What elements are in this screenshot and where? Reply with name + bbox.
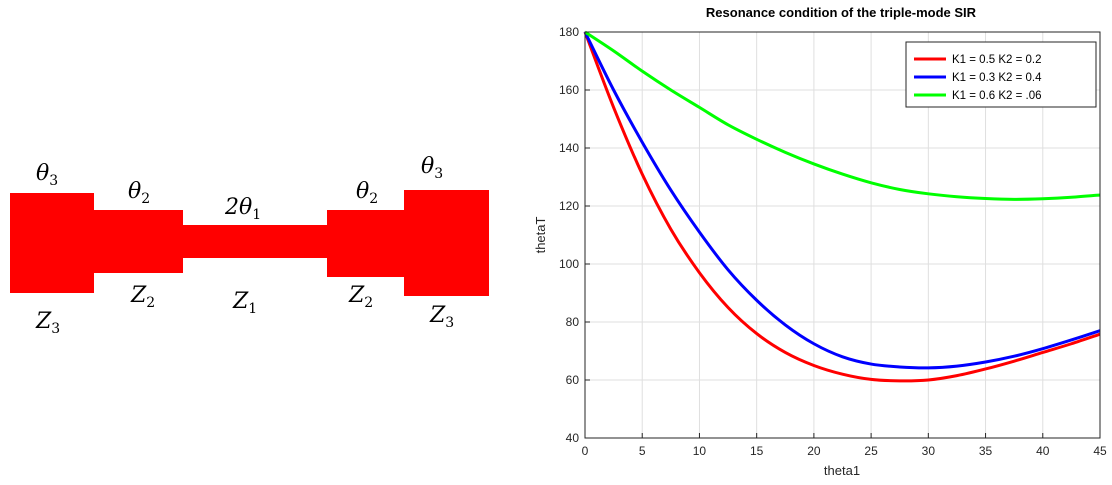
label-z1: Z1	[232, 289, 257, 317]
label-z3-right: Z3	[429, 303, 454, 331]
x-tick-label: 20	[807, 444, 821, 458]
series-line-1	[583, 31, 1101, 383]
chart-title: Resonance condition of the triple-mode S…	[706, 5, 977, 20]
y-tick-label: 100	[559, 257, 579, 271]
x-tick-label: 35	[979, 444, 993, 458]
y-tick-label: 120	[559, 199, 579, 213]
x-tick-label: 30	[922, 444, 936, 458]
label-z2-right: Z2	[348, 283, 373, 311]
x-tick-label: 0	[582, 444, 589, 458]
label-z2-left: Z2	[130, 283, 155, 311]
legend-label-1: K1 = 0.5 K2 = 0.2	[952, 54, 1042, 66]
legend-label-2: K1 = 0.3 K2 = 0.4	[952, 72, 1042, 84]
y-tick-label: 140	[559, 141, 579, 155]
plot-frame	[584, 31, 1101, 439]
label-theta3-right: θ3	[421, 154, 443, 182]
y-tick-label: 180	[559, 25, 579, 39]
label-2theta1: 2θ1	[224, 195, 261, 223]
x-axis-label: theta1	[824, 463, 860, 478]
x-tick-label: 5	[639, 444, 646, 458]
resonance-chart: Resonance condition of the triple-mode S…	[533, 5, 1107, 478]
segment-z3-left	[10, 193, 94, 293]
label-theta2-right: θ2	[356, 179, 378, 207]
sir-diagram: θ3 θ2 2θ1 θ2 θ3 Z3 Z2 Z1 Z2 Z3	[10, 154, 489, 337]
label-theta3-left: θ3	[36, 161, 58, 189]
series-line-2	[583, 31, 1101, 370]
segment-z3-right	[404, 190, 489, 296]
x-tick-label: 40	[1036, 444, 1050, 458]
x-tick-label: 45	[1093, 444, 1107, 458]
ticks: 0 5 10 15 20 25 30 35 40 45 40 60 80 100 120 140 160 180	[559, 25, 1107, 458]
x-tick-label: 15	[750, 444, 764, 458]
segment-z2-left	[93, 210, 183, 273]
x-tick-label: 25	[864, 444, 878, 458]
series-line-3	[584, 30, 1101, 201]
series-lines	[583, 30, 1101, 383]
y-tick-label: 40	[566, 431, 580, 445]
label-theta2-left: θ2	[128, 179, 150, 207]
x-tick-label: 10	[693, 444, 707, 458]
segment-z1-center	[182, 225, 328, 258]
y-tick-label: 160	[559, 83, 579, 97]
label-z3-left: Z3	[35, 309, 60, 337]
y-tick-label: 60	[566, 373, 580, 387]
legend-label-3: K1 = 0.6 K2 = .06	[952, 90, 1042, 102]
segment-z2-right	[327, 210, 405, 277]
legend: K1 = 0.5 K2 = 0.2 K1 = 0.3 K2 = 0.4 K1 = 0…	[905, 41, 1097, 108]
y-axis-label: thetaT	[533, 217, 548, 254]
y-tick-label: 80	[566, 315, 580, 329]
